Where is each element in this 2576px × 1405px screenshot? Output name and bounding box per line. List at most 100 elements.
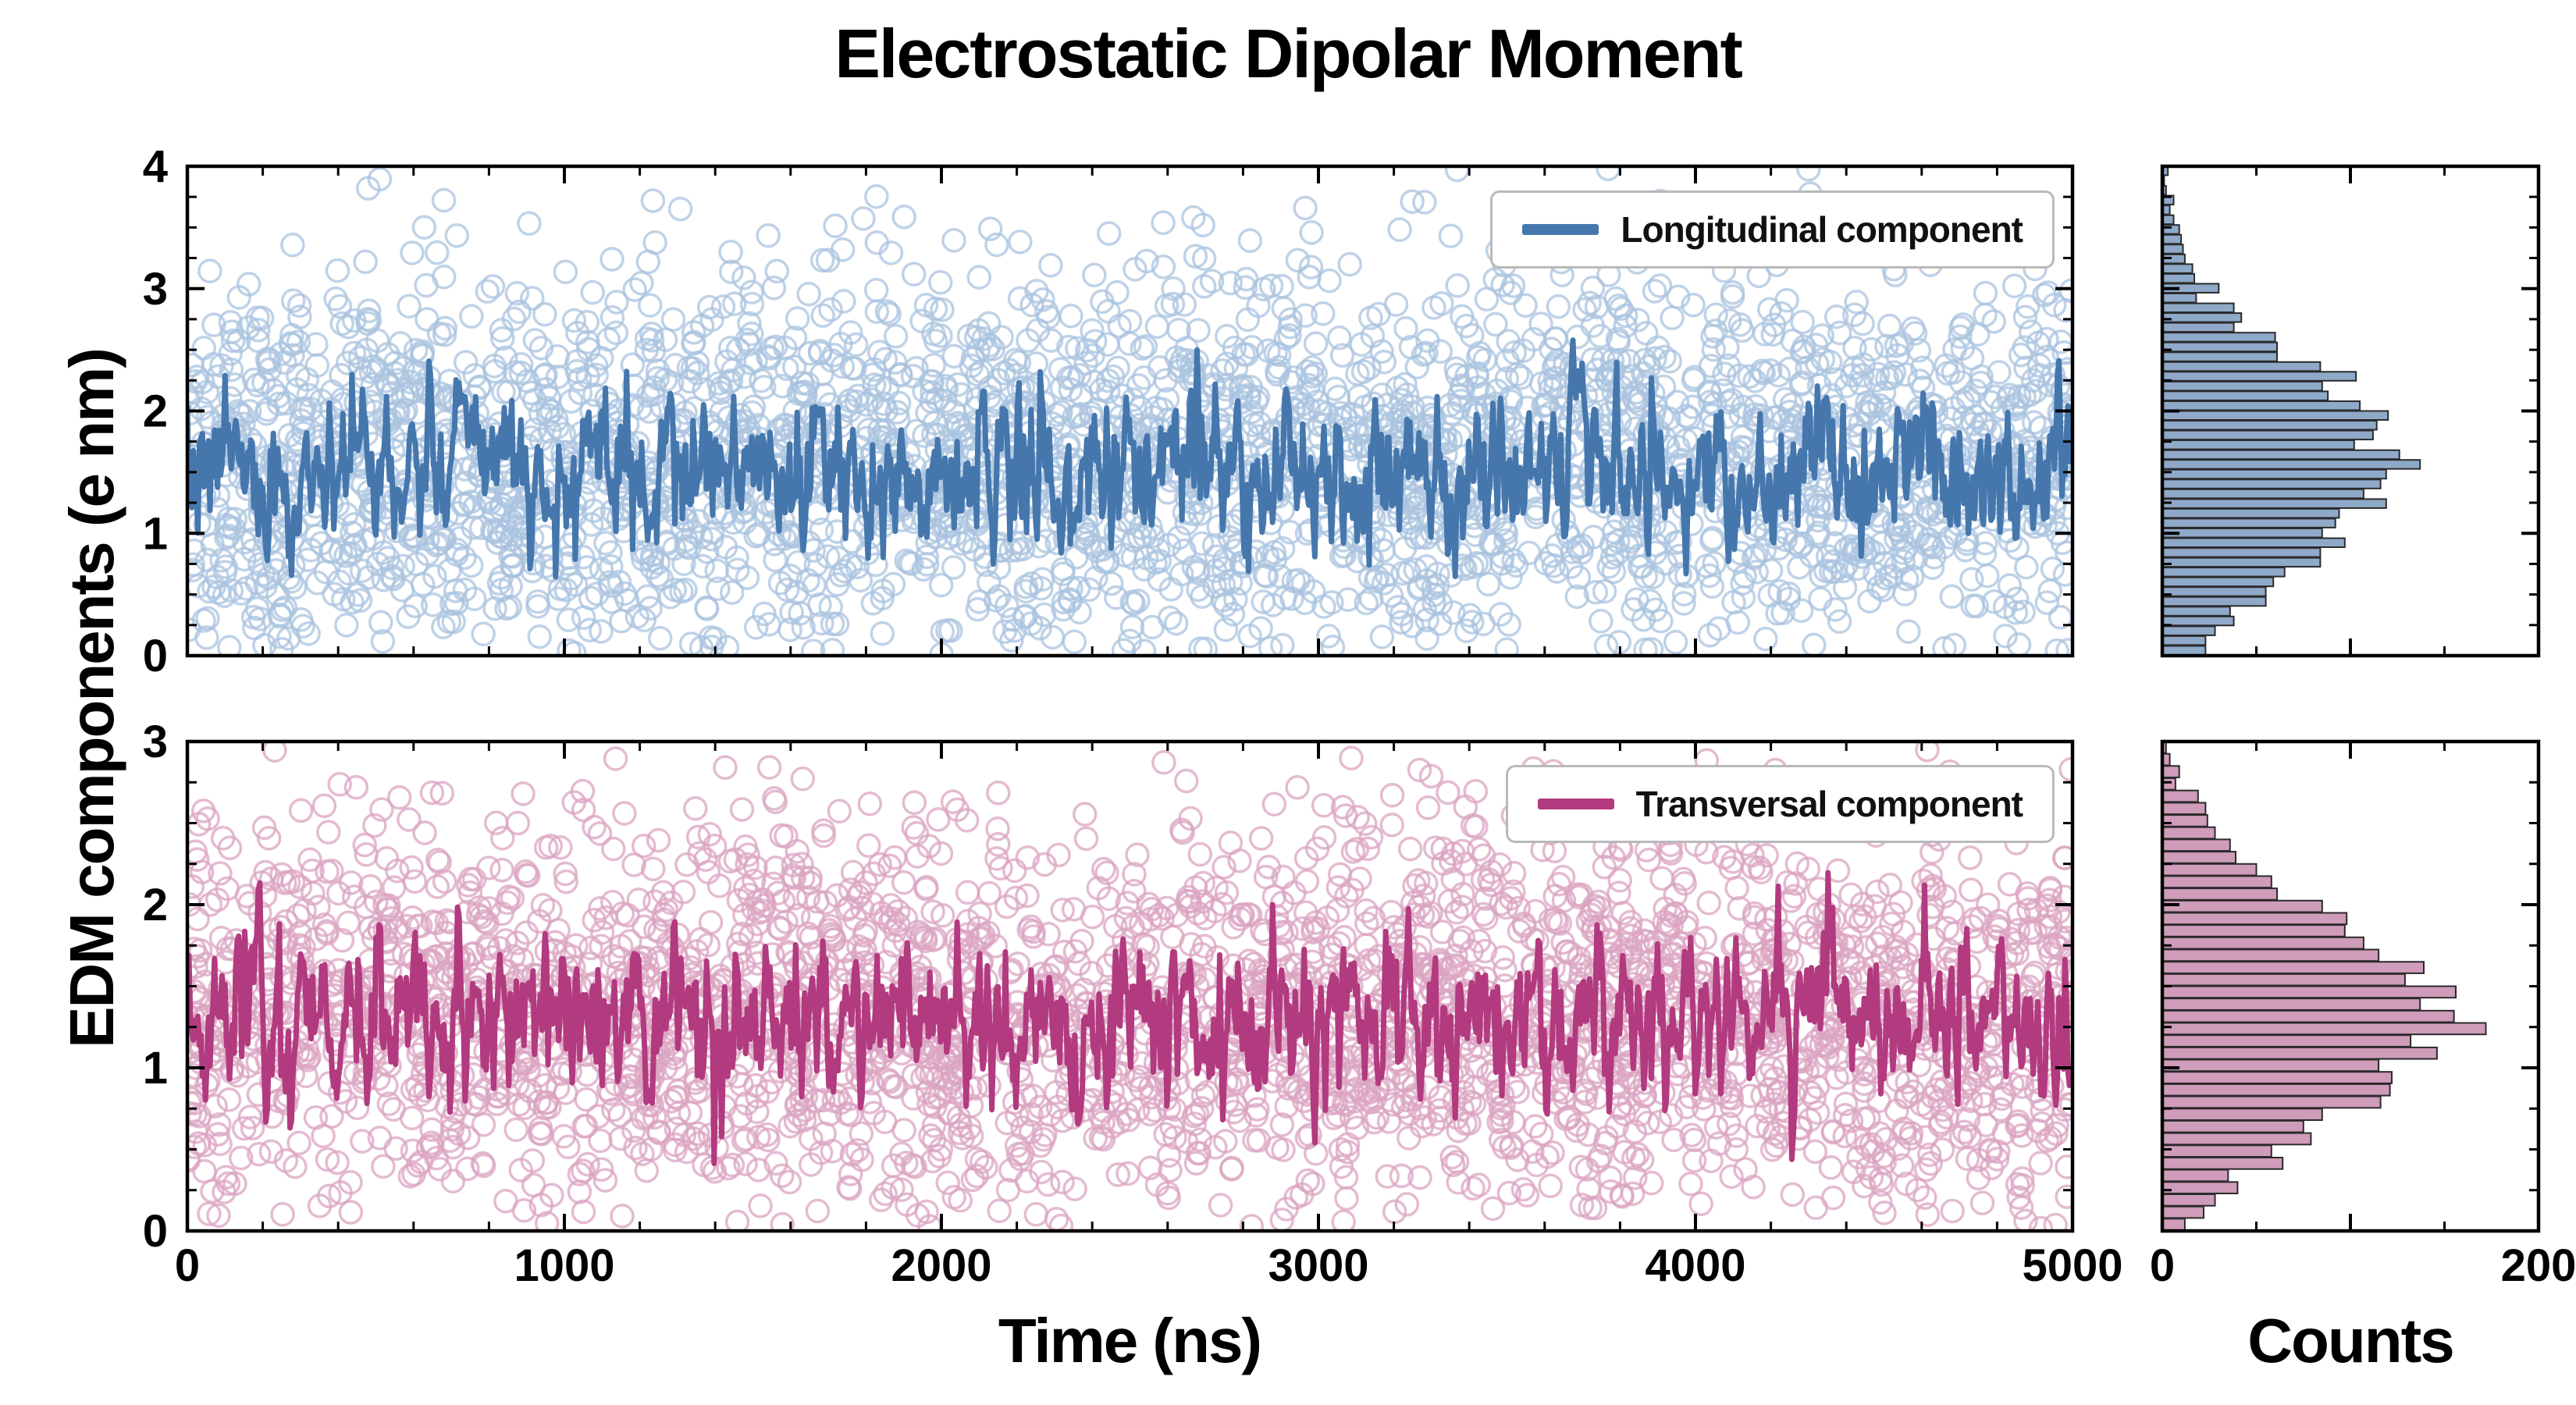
scatter-point: [719, 580, 745, 605]
scatter-point: [219, 578, 244, 603]
scatter-point: [1460, 554, 1485, 580]
scatter-point: [752, 375, 777, 400]
scatter-point: [999, 628, 1024, 653]
scatter-point: [1806, 493, 1831, 518]
histogram-bar: [2162, 567, 2286, 578]
scatter-point: [923, 329, 948, 354]
scatter-point: [809, 517, 834, 542]
scatter-point: [361, 354, 386, 379]
scatter-point: [1270, 632, 1295, 656]
scatter-point: [494, 519, 520, 545]
y-tick-label: 3: [143, 264, 168, 315]
scatter-point: [970, 421, 994, 446]
histogram-bar: [2162, 380, 2323, 392]
histogram-bar: [2162, 341, 2278, 353]
scatter-point: [1725, 610, 1751, 635]
x-axis-label: Time (ns): [998, 1306, 1262, 1375]
scatter-point: [1823, 367, 1848, 393]
scatter-point: [1666, 284, 1691, 309]
scatter-point: [1498, 565, 1523, 590]
scatter-point: [2044, 638, 2069, 656]
scatter-point: [1428, 339, 1453, 364]
scatter-point: [578, 585, 603, 611]
scatter-point: [431, 614, 456, 639]
scatter-point: [539, 399, 564, 425]
scatter-point: [1131, 365, 1157, 390]
scatter-point: [609, 608, 634, 634]
scatter-point: [1848, 371, 1873, 396]
scatter-point: [1667, 543, 1692, 569]
scatter-point: [1818, 559, 1844, 585]
histogram-bar: [2162, 459, 2421, 470]
histogram-bar: [2162, 233, 2183, 245]
scatter-point: [2016, 294, 2041, 319]
scatter-point: [1187, 841, 1213, 867]
scatter-point: [1222, 336, 1247, 361]
y-tick-label: 1: [143, 508, 168, 559]
scatter-point: [1048, 400, 1073, 425]
scatter-point: [512, 515, 537, 540]
scatter-point: [1731, 585, 1756, 610]
scatter-point: [431, 187, 457, 213]
scatter-point: [296, 382, 322, 407]
scatter-point: [1400, 189, 1425, 214]
scatter-point: [1265, 361, 1290, 387]
scatter-point: [1642, 540, 1668, 565]
histogram-bar: [2162, 557, 2322, 568]
scatter-point: [561, 308, 587, 333]
scatter-point: [1591, 347, 1616, 372]
scatter-point: [973, 552, 998, 578]
scatter-point: [863, 277, 889, 303]
scatter-point: [1997, 573, 2023, 598]
scatter-point: [535, 396, 560, 421]
scatter-point: [1489, 551, 1514, 576]
scatter-point: [1744, 560, 1769, 585]
scatter-point: [1580, 347, 1606, 372]
scatter-point: [507, 299, 532, 325]
scatter-point: [370, 629, 396, 654]
scatter-point: [1319, 590, 1344, 615]
scatter-point: [1476, 571, 1501, 597]
scatter-point: [2035, 280, 2061, 305]
scatter-point: [1627, 554, 1653, 579]
scatter-point: [532, 363, 557, 389]
scatter-point: [580, 279, 605, 305]
scatter-point: [571, 545, 596, 570]
scatter-point: [1031, 602, 1057, 628]
scatter-point: [1834, 406, 1860, 432]
scatter-point: [403, 337, 429, 363]
scatter-point: [1703, 302, 1728, 327]
scatter-point: [1472, 347, 1498, 372]
scatter-point: [491, 379, 516, 404]
scatter-point: [535, 403, 560, 428]
scatter-point: [1827, 320, 1852, 346]
scatter-point: [490, 325, 515, 351]
scatter-point: [1891, 512, 1917, 538]
scatter-point: [1588, 323, 1614, 349]
scatter-point: [1320, 635, 1346, 656]
scatter-point: [1789, 370, 1815, 395]
scatter-point: [1104, 585, 1129, 610]
scatter-point: [1172, 292, 1197, 317]
scatter-point: [444, 223, 470, 248]
scatter-point: [1584, 294, 1610, 319]
scatter-point: [1700, 525, 1725, 551]
scatter-point: [1596, 166, 1621, 182]
scatter-point: [1393, 316, 1418, 341]
scatter-point: [2040, 557, 2065, 582]
scatter-point: [710, 294, 736, 319]
scatter-point: [267, 624, 292, 649]
scatter-point: [748, 1193, 773, 1218]
scatter-point: [1110, 383, 1135, 408]
scatter-point: [1596, 554, 1621, 579]
scatter-point: [911, 557, 936, 582]
scatter-point: [537, 419, 563, 444]
scatter-point: [1290, 392, 1315, 417]
scatter-point: [1220, 602, 1246, 627]
scatter-point: [1678, 1172, 1703, 1197]
scatter-point: [933, 389, 958, 414]
scatter-point: [1206, 514, 1231, 539]
scatter-point: [1667, 562, 1692, 587]
scatter-point: [1610, 365, 1636, 389]
scatter-point: [1601, 559, 1627, 585]
